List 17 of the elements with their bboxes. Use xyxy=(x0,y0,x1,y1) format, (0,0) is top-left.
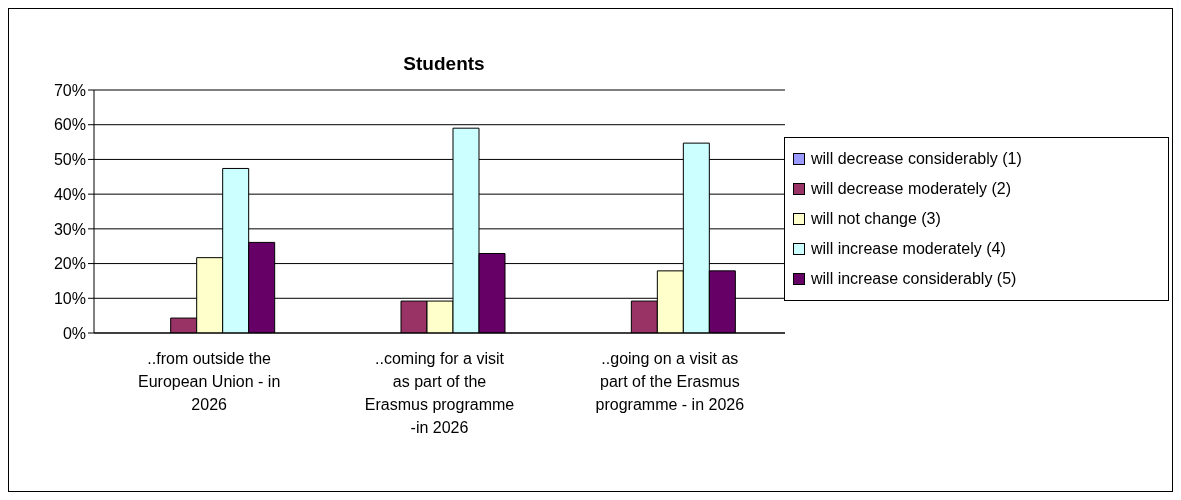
x-tick-label: ..from outside the European Union - in 2026 xyxy=(138,350,281,414)
x-tick-label: ..coming for a visit as part of the Erasmus programme -in 2026 xyxy=(364,350,515,437)
y-tick-label: 70% xyxy=(53,81,86,99)
legend-label: will increase considerably (5) xyxy=(811,270,1017,288)
y-tick-label: 10% xyxy=(53,289,86,307)
legend-label: will decrease moderately (2) xyxy=(811,180,1012,198)
legend-label: will not change (3) xyxy=(811,210,941,228)
y-tick-label: 30% xyxy=(53,220,86,238)
y-tick-label: 20% xyxy=(53,255,86,273)
x-tick-label: ..going on a visit as part of the Erasmus programme - in 2026 xyxy=(595,350,745,414)
y-tick-label: 50% xyxy=(53,151,86,169)
y-tick-label: 0% xyxy=(62,324,86,342)
legend-label: will increase moderately (4) xyxy=(811,240,1006,258)
y-tick-label: 60% xyxy=(53,116,86,134)
legend-label: will decrease considerably (1) xyxy=(811,150,1022,168)
y-tick-label: 40% xyxy=(53,185,86,203)
chart-title: Students xyxy=(402,53,486,75)
